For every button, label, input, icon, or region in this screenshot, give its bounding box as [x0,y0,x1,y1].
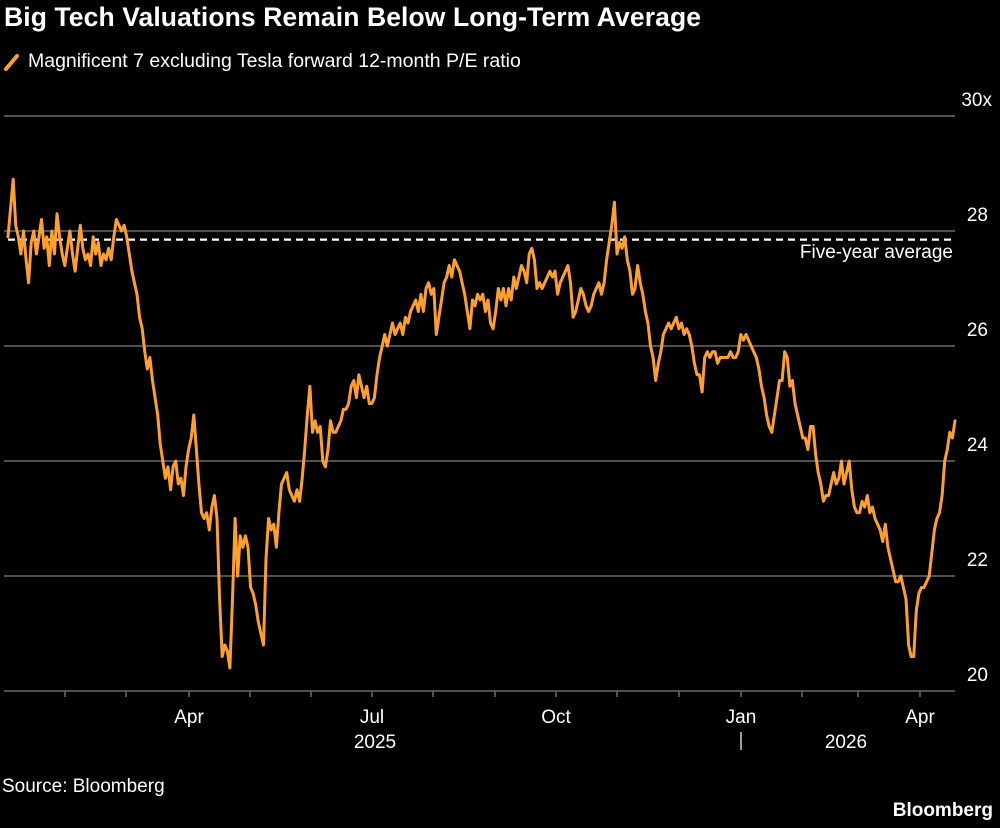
five-year-average-label: Five-year average [800,242,953,263]
legend-label: Magnificent 7 excluding Tesla forward 12… [28,50,521,72]
x-tick-label: Oct [541,707,571,728]
x-tick-label: Jul [360,707,384,728]
x-tick-label: Jan [726,707,757,728]
x-tick-label: Apr [174,707,204,728]
legend-swatch-icon [4,53,19,71]
x-tick-label: Apr [905,707,935,728]
source-note: Source: Bloomberg [2,776,165,797]
bloomberg-logo: Bloomberg [892,800,993,821]
series-line [6,177,957,670]
y-tick-label: 26 [967,320,988,341]
five-year-average: Five-year average [8,238,955,263]
y-tick-label: 24 [967,435,989,456]
x-year-labels: 2025 2026 [354,732,867,753]
y-tick-label: 30x [961,90,992,111]
legend: Magnificent 7 excluding Tesla forward 12… [4,50,521,73]
y-tick-label: 28 [967,205,988,226]
x-tick-labels: Apr Jul Oct Jan Apr [174,707,935,728]
x-year-label: 2026 [825,732,867,753]
y-tick-label: 20 [967,665,988,686]
chart-title: Big Tech Valuations Remain Below Long-Te… [4,2,702,32]
x-tick-marks [64,691,921,697]
y-tick-label: 22 [967,550,988,571]
y-tick-labels: 30x 28 26 24 22 20 [961,90,992,686]
x-year-label: 2025 [354,732,396,753]
y-gridlines [4,115,955,692]
